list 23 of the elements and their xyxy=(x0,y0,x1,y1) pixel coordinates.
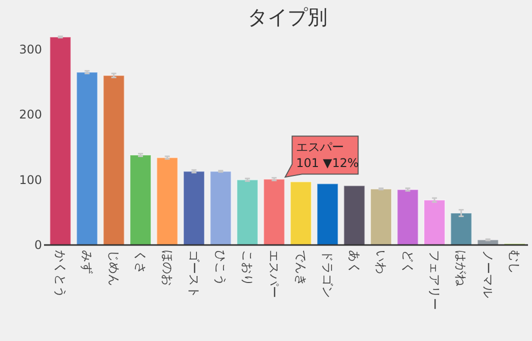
x-tick-label: フェアリー xyxy=(427,250,442,310)
x-tick-label: いわ xyxy=(374,250,388,274)
x-tick-label: あく xyxy=(347,250,362,274)
x-tick-label: むし xyxy=(508,250,522,274)
y-tick-label: 300 xyxy=(19,42,42,56)
x-tick-label: こおり xyxy=(240,250,254,286)
x-tick-label: どく xyxy=(400,250,415,274)
x-tick-label: かくとう xyxy=(53,250,68,298)
x-tick-label: くさ xyxy=(134,250,148,274)
x-tick-label: はがね xyxy=(454,250,468,287)
x-tick-label: ひこう xyxy=(214,250,228,286)
x-tick-label: みず xyxy=(80,250,94,274)
x-tick-label: ノーマル xyxy=(480,250,495,298)
y-tick-label: 100 xyxy=(19,172,42,187)
y-tick-label: 0 xyxy=(34,238,42,252)
x-tick-label: エスパー xyxy=(267,250,282,298)
chart-title: タイプ別 xyxy=(248,5,328,29)
x-tick-label: じめん xyxy=(106,250,121,286)
x-tick-label: ほのお xyxy=(160,250,174,286)
y-tick-label: 200 xyxy=(19,108,42,122)
x-tick-label: ドラゴン xyxy=(320,250,335,298)
x-tick-label: ゴースト xyxy=(186,250,201,298)
x-tick-label: でんき xyxy=(294,250,308,286)
